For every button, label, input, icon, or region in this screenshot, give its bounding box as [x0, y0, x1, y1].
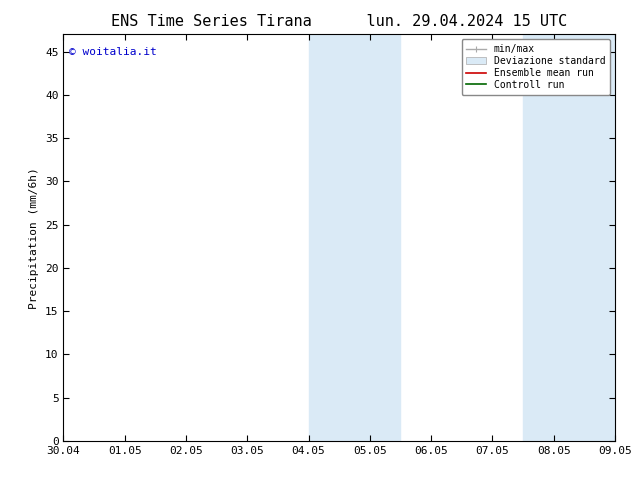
Legend: min/max, Deviazione standard, Ensemble mean run, Controll run: min/max, Deviazione standard, Ensemble m…: [462, 39, 610, 95]
Title: ENS Time Series Tirana      lun. 29.04.2024 15 UTC: ENS Time Series Tirana lun. 29.04.2024 1…: [111, 14, 567, 29]
Bar: [339, 34, 401, 441]
Text: © woitalia.it: © woitalia.it: [69, 47, 157, 56]
Y-axis label: Precipitation (mm/6h): Precipitation (mm/6h): [30, 167, 39, 309]
Bar: [309, 34, 339, 441]
Bar: [523, 34, 553, 441]
Bar: [553, 34, 615, 441]
